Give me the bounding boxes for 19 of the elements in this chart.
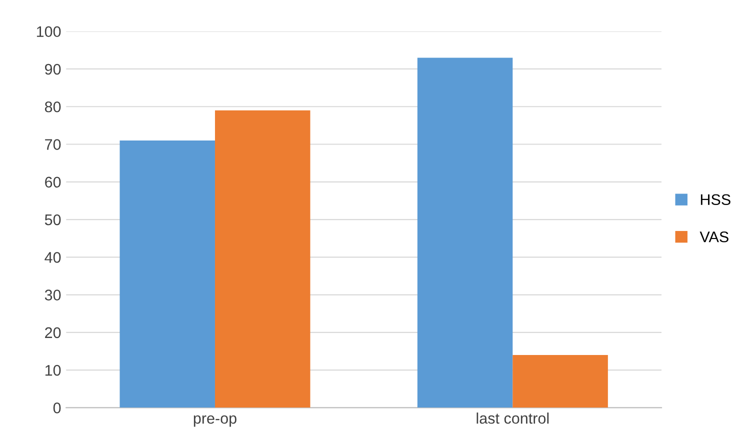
legend-label: VAS (700, 231, 728, 242)
y-tick-label: 90 (45, 64, 61, 75)
x-tick-label: pre-op (194, 415, 236, 427)
bar (417, 58, 513, 408)
y-tick-label: 40 (44, 252, 61, 263)
y-tick-label: 100 (36, 26, 61, 38)
y-tick-label: 0 (53, 402, 61, 414)
y-tick-label: 20 (45, 327, 61, 338)
y-tick-label: 70 (45, 139, 61, 150)
y-tick-label: 80 (44, 101, 61, 112)
bar (512, 354, 608, 408)
y-tick-label: 30 (44, 290, 61, 300)
y-tick-label: 60 (45, 176, 61, 188)
x-tick-label: last control (476, 412, 549, 424)
bar (120, 140, 215, 408)
legend-label: HSS (700, 194, 730, 206)
y-tick-label: 50 (44, 214, 61, 226)
bar (214, 110, 310, 408)
y-tick-label: 10 (45, 364, 61, 376)
